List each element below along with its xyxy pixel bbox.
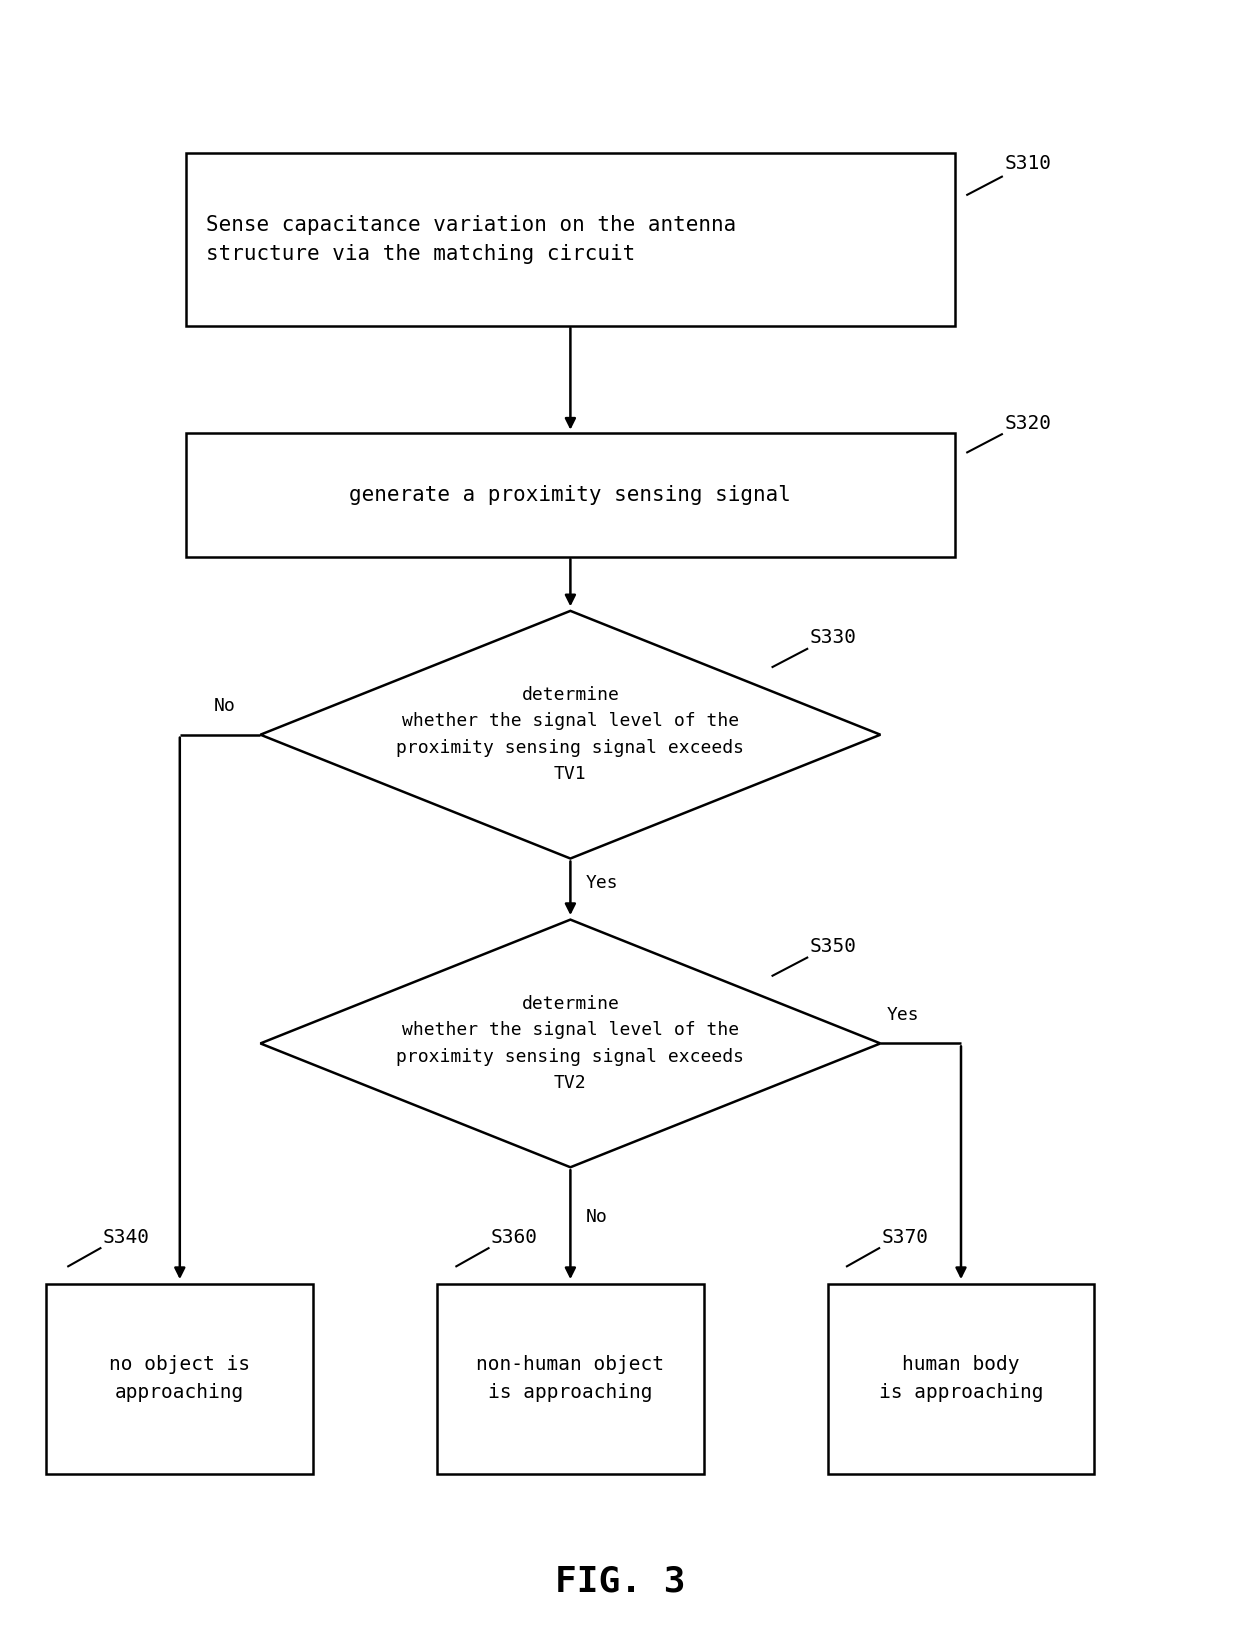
Bar xyxy=(186,154,955,327)
Text: S360: S360 xyxy=(491,1227,538,1247)
Bar xyxy=(828,1284,1094,1473)
Text: Sense capacitance variation on the antenna
structure via the matching circuit: Sense capacitance variation on the anten… xyxy=(206,215,737,264)
Text: human body
is approaching: human body is approaching xyxy=(879,1355,1043,1402)
Bar xyxy=(46,1284,312,1473)
Text: S340: S340 xyxy=(103,1227,150,1247)
Text: S370: S370 xyxy=(882,1227,929,1247)
Text: determine
whether the signal level of the
proximity sensing signal exceeds
TV2: determine whether the signal level of th… xyxy=(397,996,744,1091)
Text: S350: S350 xyxy=(810,936,857,956)
Text: FIG. 3: FIG. 3 xyxy=(554,1565,686,1598)
Text: S320: S320 xyxy=(1004,413,1052,433)
Text: determine
whether the signal level of the
proximity sensing signal exceeds
TV1: determine whether the signal level of th… xyxy=(397,687,744,783)
Text: non-human object
is approaching: non-human object is approaching xyxy=(476,1355,665,1402)
Text: S330: S330 xyxy=(810,627,857,647)
Polygon shape xyxy=(260,611,880,859)
Text: no object is
approaching: no object is approaching xyxy=(109,1355,250,1402)
Text: Yes: Yes xyxy=(887,1005,919,1024)
Text: generate a proximity sensing signal: generate a proximity sensing signal xyxy=(350,485,791,505)
Bar xyxy=(438,1284,704,1473)
Text: No: No xyxy=(585,1209,608,1227)
Polygon shape xyxy=(260,920,880,1167)
Text: Yes: Yes xyxy=(585,875,618,892)
Text: No: No xyxy=(213,697,236,715)
Bar xyxy=(186,434,955,558)
Text: S310: S310 xyxy=(1004,154,1052,173)
